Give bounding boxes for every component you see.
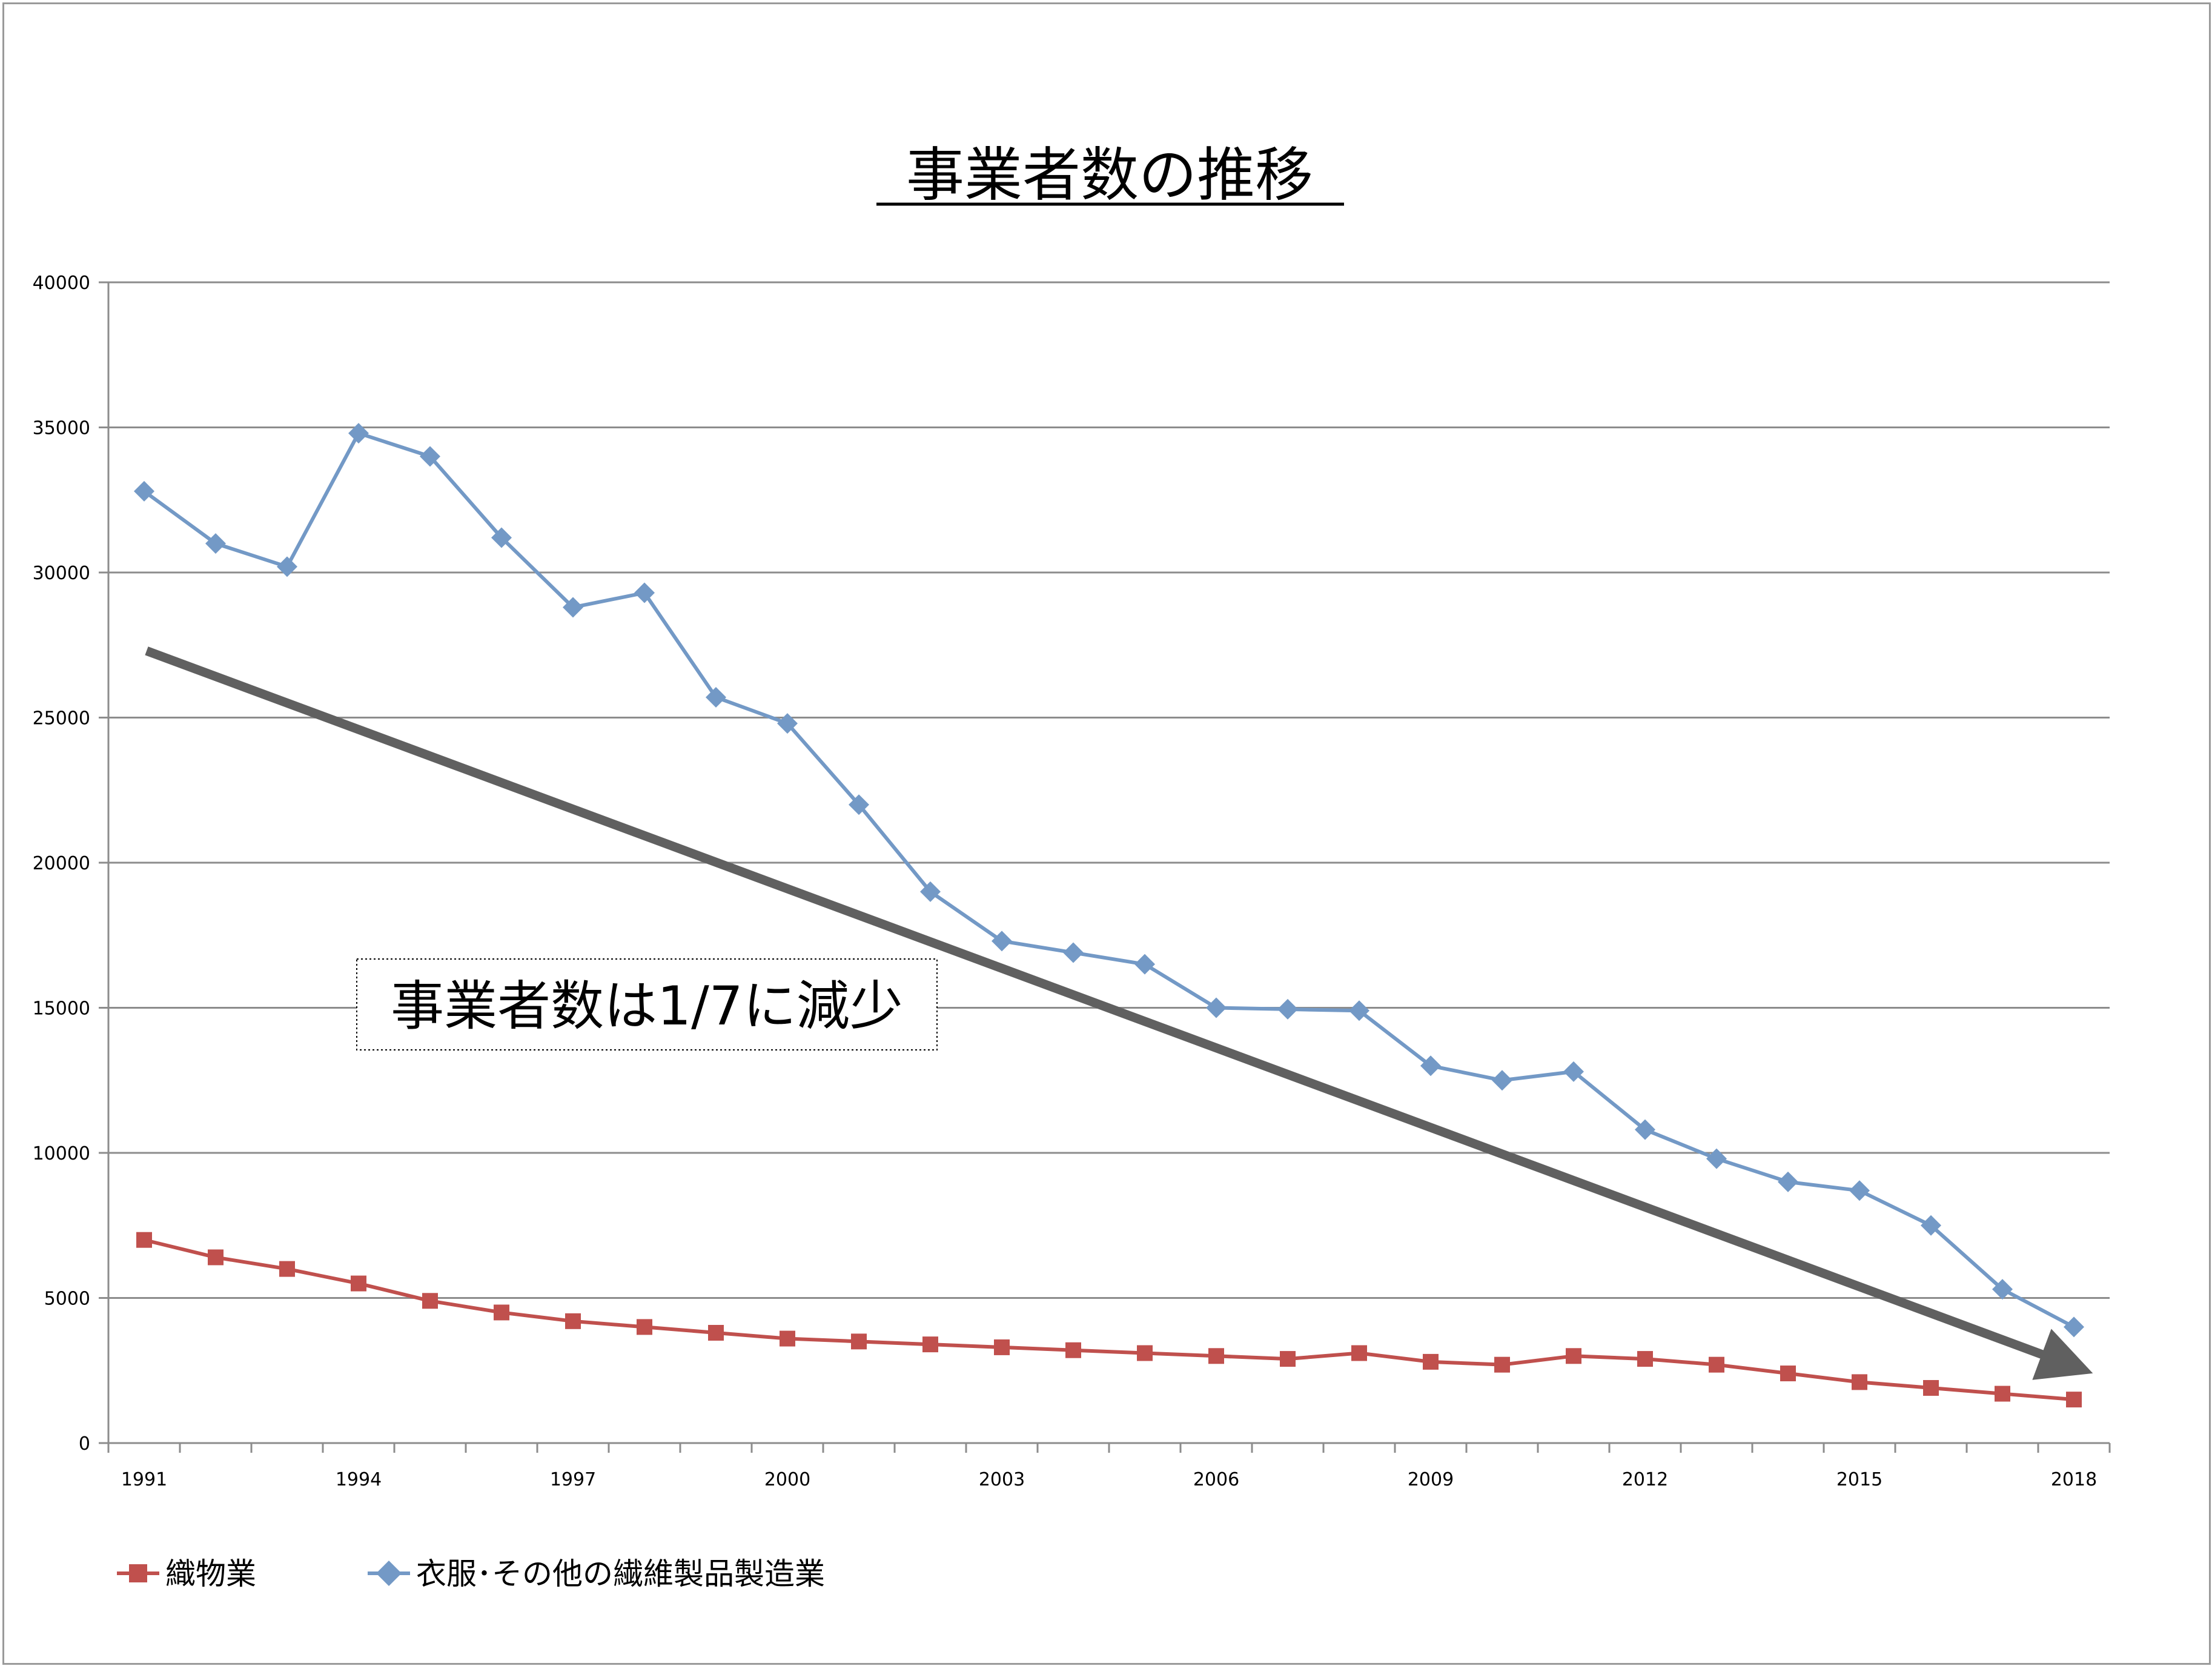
data-point-diamond [491,527,512,548]
legend-item-weaving: 織物業 [117,1556,256,1591]
data-point-diamond [1849,1180,1870,1201]
x-tick-label: 2018 [2051,1469,2097,1490]
data-point-diamond [277,556,297,577]
data-point-square [1637,1351,1653,1367]
data-point-square [922,1336,938,1353]
x-tick-label: 1997 [550,1469,596,1490]
legend-label-weaving: 織物業 [165,1556,256,1591]
x-tick-label: 2009 [1408,1469,1454,1490]
x-tick-labels: 1991 1994 1997 2000 2003 2006 2009 2012 2015 2018 [121,1469,2097,1490]
data-point-diamond [2064,1316,2084,1338]
data-point-square [494,1304,509,1321]
y-tick-label: 20000 [33,853,90,874]
series-weaving [136,1232,2082,1408]
data-point-square [1852,1374,1867,1390]
annotation-box: 事業者数は1/7に減少 [356,958,938,1050]
legend: 織物業 衣服･その他の繊維製品製造業 [117,1556,825,1591]
data-point-diamond [1706,1148,1727,1169]
data-point-diamond [1063,942,1084,963]
x-tick-label: 1994 [336,1469,382,1490]
data-point-square [565,1313,581,1329]
data-point-square [1494,1356,1510,1373]
data-point-square [208,1249,224,1266]
legend-marker-square [129,1564,147,1582]
data-point-square [136,1232,152,1248]
axes [99,281,2111,1453]
data-point-diamond [348,423,369,444]
data-point-diamond [634,582,655,603]
data-point-diamond [1778,1171,1798,1192]
data-point-diamond [992,931,1012,952]
data-point-diamond [1134,954,1155,975]
data-point-square [851,1333,867,1350]
data-point-square [1423,1353,1439,1370]
data-point-square [1709,1356,1724,1373]
series [134,423,2084,1408]
data-point-square [1995,1386,2010,1402]
data-point-diamond [205,533,226,554]
data-point-diamond [1420,1055,1441,1077]
data-point-square [1351,1345,1367,1361]
data-point-diamond [706,686,726,708]
y-tick-label: 35000 [33,418,90,439]
y-tick-label: 25000 [33,708,90,729]
legend-marker-diamond [376,1561,402,1586]
data-point-square [780,1330,795,1347]
legend-item-apparel: 衣服･その他の繊維製品製造業 [368,1556,825,1591]
series-apparel [134,423,2084,1338]
x-tick-label: 2012 [1622,1469,1668,1490]
y-tick-label: 5000 [44,1289,90,1310]
legend-label-apparel: 衣服･その他の繊維製品製造業 [416,1556,825,1591]
series-line [144,1238,2075,1402]
data-point-diamond [1563,1061,1584,1082]
y-tick-label: 15000 [33,998,90,1020]
annotation-text: 事業者数は1/7に減少 [391,975,903,1037]
data-point-square [2066,1392,2082,1408]
x-tick-label: 2000 [764,1469,810,1490]
data-point-square [279,1261,295,1277]
y-tick-label: 0 [79,1433,90,1455]
series-line [143,431,2075,1329]
data-point-diamond [1206,997,1227,1018]
x-tick-label: 1991 [121,1469,167,1490]
data-point-square [1566,1348,1581,1364]
data-point-diamond [777,713,798,734]
data-point-square [351,1275,366,1292]
x-tick-label: 2015 [1836,1469,1883,1490]
data-point-diamond [849,794,869,815]
data-point-square [1137,1345,1153,1361]
grid [108,281,2110,1299]
data-point-square [1208,1348,1224,1364]
data-point-diamond [563,597,583,618]
trend-arrow [145,646,2093,1380]
y-tick-label: 10000 [33,1143,90,1164]
chart-svg: 事業者数の推移 0 5000 10000 15000 20000 25000 30000 35… [33,141,2111,1591]
data-point-square [1065,1342,1081,1358]
data-point-diamond [1635,1119,1655,1140]
data-point-diamond [420,446,440,467]
x-tick-label: 2006 [1193,1469,1239,1490]
x-tick-label: 2003 [979,1469,1025,1490]
data-point-diamond [1992,1279,2013,1300]
data-point-square [422,1293,438,1309]
y-tick-label: 30000 [33,563,90,584]
y-tick-label: 40000 [33,273,90,294]
data-point-square [637,1319,652,1335]
data-point-square [994,1339,1010,1355]
chart-title: 事業者数の推移 [906,141,1313,209]
data-point-diamond [920,881,941,902]
data-point-diamond [1492,1070,1512,1091]
data-point-square [1780,1366,1796,1382]
data-point-diamond [134,480,154,502]
data-point-diamond [1277,998,1298,1020]
data-point-diamond [1349,1000,1369,1021]
data-point-square [708,1324,724,1341]
data-point-square [1280,1351,1296,1367]
data-point-square [1923,1379,1939,1396]
data-point-diamond [1921,1215,1941,1236]
y-tick-labels: 0 5000 10000 15000 20000 25000 30000 35000 40000 [33,273,90,1455]
